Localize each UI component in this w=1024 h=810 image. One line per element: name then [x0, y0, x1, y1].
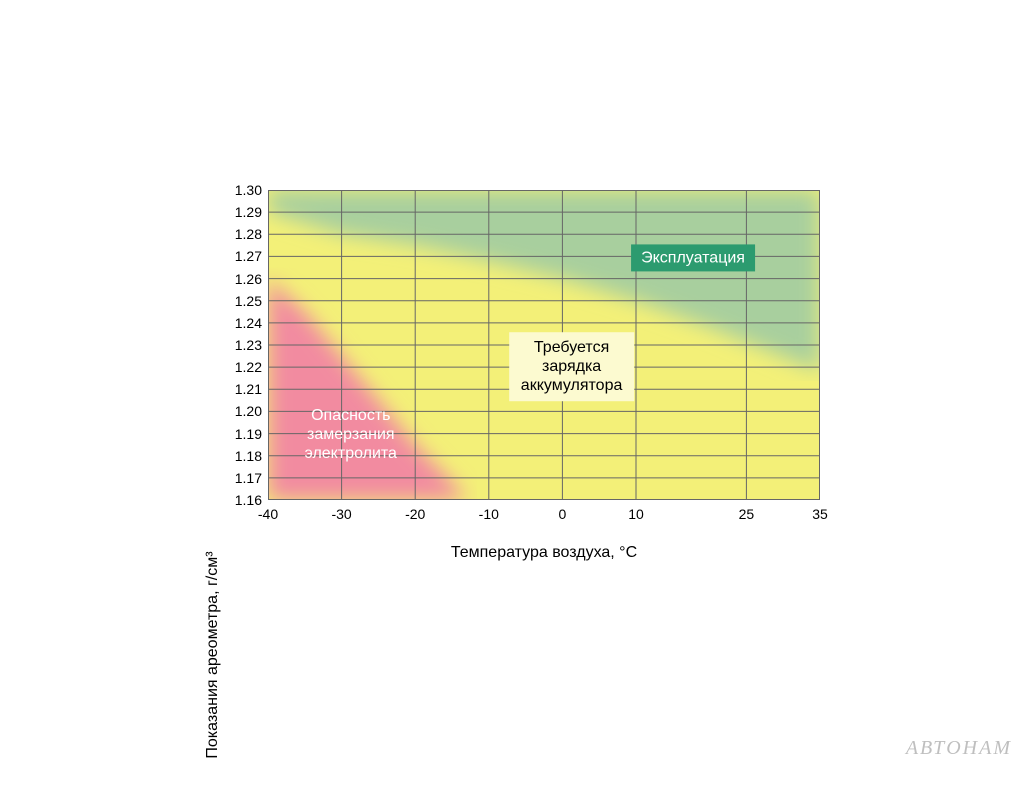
y-tick-label: 1.25: [222, 293, 262, 309]
x-tick-label: 25: [739, 506, 755, 522]
page-root: Эксплуатация Требуется зарядка аккумулят…: [0, 0, 1024, 768]
zone-label-charge-line2: зарядка: [542, 358, 601, 375]
zone-label-freeze: Опасность замерзания электролита: [297, 402, 405, 468]
y-tick-label: 1.22: [222, 359, 262, 375]
zone-label-operation-text: Эксплуатация: [641, 250, 745, 267]
zone-label-freeze-line3: электролита: [305, 445, 397, 462]
y-tick-label: 1.16: [222, 492, 262, 508]
y-tick-label: 1.26: [222, 271, 262, 287]
x-tick-label: -10: [479, 506, 499, 522]
zone-label-freeze-line2: замерзания: [307, 426, 395, 443]
y-tick-label: 1.23: [222, 337, 262, 353]
zone-label-operation: Эксплуатация: [631, 245, 755, 272]
y-tick-label: 1.28: [222, 226, 262, 242]
y-tick-label: 1.29: [222, 204, 262, 220]
y-tick-label: 1.21: [222, 381, 262, 397]
y-tick-label: 1.19: [222, 426, 262, 442]
x-tick-label: 10: [628, 506, 644, 522]
y-tick-label: 1.17: [222, 470, 262, 486]
chart-plot-area: Эксплуатация Требуется зарядка аккумулят…: [268, 190, 820, 500]
x-axis-label-text: Температура воздуха, °C: [451, 544, 637, 561]
x-tick-label: -30: [331, 506, 351, 522]
watermark-text: АВТОНАМ: [906, 737, 1012, 760]
x-tick-label: 0: [558, 506, 566, 522]
y-tick-label: 1.20: [222, 403, 262, 419]
y-tick-label: 1.18: [222, 448, 262, 464]
y-tick-label: 1.24: [222, 315, 262, 331]
x-tick-label: -40: [258, 506, 278, 522]
zone-label-charge-line3: аккумулятора: [521, 377, 623, 394]
zone-label-charge-line1: Требуется: [534, 339, 609, 356]
y-tick-label: 1.30: [222, 182, 262, 198]
zone-label-charge: Требуется зарядка аккумулятора: [509, 332, 635, 402]
x-tick-label: 35: [812, 506, 828, 522]
x-tick-label: -20: [405, 506, 425, 522]
zone-label-freeze-line1: Опасность: [311, 407, 390, 424]
y-tick-label: 1.27: [222, 248, 262, 264]
x-axis-label: Температура воздуха, °C: [451, 544, 637, 562]
y-axis-label: Показания ареометра, г/см³: [204, 500, 222, 810]
y-axis-label-text: Показания ареометра, г/см³: [204, 551, 221, 758]
